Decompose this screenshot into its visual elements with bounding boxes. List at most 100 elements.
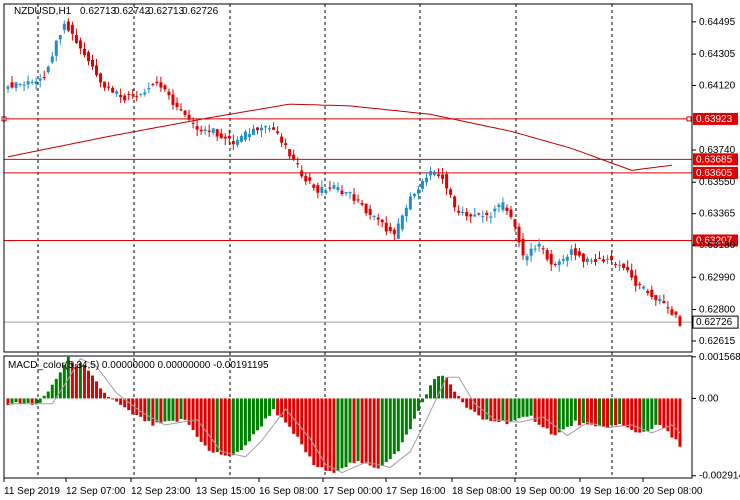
macd-histogram-bar: [179, 398, 183, 419]
macd-histogram-bar: [276, 398, 280, 416]
candle-bull: [34, 81, 38, 84]
candle-bear: [300, 170, 304, 177]
time-tick-label: 12 Sep 23:00: [131, 486, 191, 497]
macd-histogram-bar: [324, 398, 328, 471]
macd-histogram-bar: [614, 398, 618, 426]
macd-histogram-bar: [223, 398, 227, 456]
price-tick-label: 0.63550: [699, 177, 736, 188]
axes-layer: 0.64495 0.64305 0.64120 0.63740 0.63550 0.633…: [3, 3, 740, 497]
candle-bear: [593, 259, 597, 262]
macd-histogram-bar: [433, 379, 437, 399]
candle-bear: [123, 95, 127, 101]
candle-bear: [356, 199, 360, 201]
candle-bear: [272, 127, 276, 130]
macd-histogram-bar: [376, 398, 380, 469]
price-tick-label: 0.63365: [699, 209, 736, 220]
candle-bear: [119, 94, 123, 98]
macd-histogram-bar: [123, 398, 127, 408]
macd-histogram-bar: [525, 398, 529, 417]
macd-label: MACD_color(5,34,5) 0.00000000 0.00000000…: [8, 360, 269, 371]
candle-bull: [264, 126, 268, 128]
candle-bull: [565, 256, 569, 261]
candle-bull: [429, 171, 432, 176]
macd-histogram-bar: [557, 398, 561, 433]
macd-histogram-bar: [437, 376, 441, 399]
candle-bear: [195, 126, 199, 130]
macd-layer: [6, 356, 682, 474]
candle-bear: [388, 226, 392, 232]
macd-histogram-bar: [62, 364, 66, 399]
macd-histogram-bar: [400, 398, 404, 443]
candle-bear: [288, 149, 292, 157]
macd-histogram-bar: [404, 398, 408, 435]
macd-histogram-bar: [473, 398, 477, 412]
candle-bear: [521, 238, 525, 256]
candle-bear: [360, 202, 364, 205]
macd-histogram-bar: [103, 392, 107, 399]
candle-bear: [99, 73, 103, 83]
macd-histogram-bar: [231, 398, 235, 456]
macd-histogram-bar: [642, 398, 646, 432]
macd-histogram-bar: [388, 398, 392, 460]
candle-bull: [569, 249, 573, 255]
candle-bear: [86, 52, 90, 62]
candle-bull: [50, 56, 54, 63]
time-tick-label: 17 Sep 00:00: [323, 486, 383, 497]
candle-bear: [674, 311, 678, 315]
macd-histogram-bar: [211, 398, 215, 453]
candle-bear: [553, 264, 557, 266]
candles-layer: [6, 18, 682, 327]
candle-bull: [489, 216, 493, 218]
candle-bear: [509, 209, 513, 217]
candle-bull: [585, 258, 589, 262]
macd-histogram-bar: [654, 398, 658, 425]
macd-histogram-bar: [187, 398, 191, 425]
candle-bull: [501, 202, 505, 210]
macd-histogram-bar: [215, 398, 219, 453]
macd-histogram-bar: [408, 398, 412, 430]
macd-histogram-bar: [191, 398, 195, 431]
candle-bear: [175, 102, 179, 108]
candle-bull: [344, 191, 348, 194]
macd-histogram-bar: [453, 391, 457, 399]
candle-bear: [95, 65, 99, 76]
macd-histogram-bar: [54, 378, 58, 399]
candle-bear: [207, 130, 211, 132]
macd-histogram-bar: [509, 398, 513, 423]
macd-histogram-bar: [58, 372, 62, 399]
candle-bear: [78, 40, 82, 49]
candle-bear: [517, 226, 521, 243]
candle-bear: [103, 81, 107, 88]
candle-bull: [336, 187, 340, 191]
candle-bull: [589, 260, 593, 262]
candle-bear: [255, 127, 259, 131]
macd-histogram-bar: [10, 398, 14, 405]
macd-histogram-bar: [147, 398, 151, 421]
candle-bull: [26, 81, 30, 85]
candle-bear: [477, 213, 481, 215]
price-tick-label: 0.64305: [699, 49, 736, 60]
price-level-tag: [693, 112, 738, 125]
macd-histogram-bar: [316, 398, 320, 468]
macd-histogram-bar: [251, 398, 255, 435]
candle-bear: [280, 136, 284, 143]
time-tick-label: 18 Sep 08:00: [452, 486, 512, 497]
macd-histogram-bar: [662, 398, 666, 429]
price-tick-label: 0.64120: [699, 80, 736, 91]
candle-bear: [74, 35, 78, 44]
macd-histogram-bar: [521, 398, 525, 417]
candle-bull: [416, 189, 420, 194]
candle-bear: [159, 82, 163, 88]
price-tick-label: 0.64495: [699, 17, 736, 28]
candle-bear: [505, 207, 509, 212]
macd-histogram-bar: [670, 398, 674, 438]
macd-histogram-bar: [296, 398, 300, 437]
candle-bear: [573, 248, 577, 256]
candle-bear: [662, 300, 666, 304]
candle-bull: [14, 82, 18, 88]
macd-histogram-bar: [14, 398, 18, 403]
candle-bull: [320, 186, 324, 193]
macd-histogram-bar: [227, 398, 231, 457]
macd-histogram-bar: [344, 398, 348, 468]
